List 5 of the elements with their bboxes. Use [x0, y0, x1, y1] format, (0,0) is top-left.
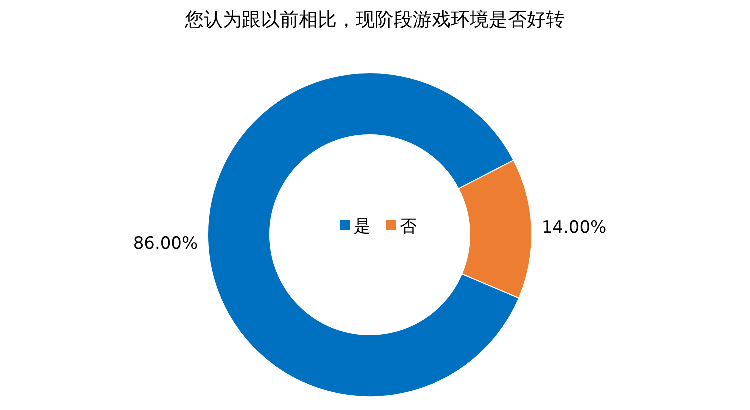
data-label: 14.00%: [542, 218, 607, 238]
chart-title: 您认为跟以前相比，现阶段游戏环境是否好转: [184, 9, 565, 31]
data-label: 86.00%: [133, 234, 198, 254]
legend-label: 是: [354, 217, 371, 237]
legend-label: 否: [400, 217, 417, 237]
